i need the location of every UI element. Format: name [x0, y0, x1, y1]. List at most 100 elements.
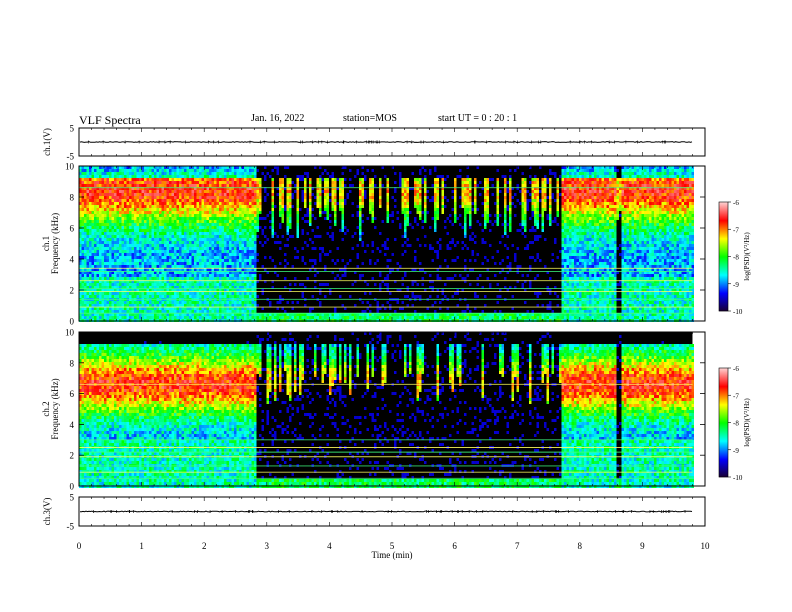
- colorbar-segment: [719, 216, 728, 218]
- colorbar-segment: [719, 299, 728, 301]
- colorbar-segment: [719, 458, 728, 460]
- colorbar-segment: [719, 251, 728, 253]
- colorbar-segment: [719, 203, 728, 205]
- colorbar-segment: [719, 208, 728, 210]
- colorbar-segment: [719, 301, 728, 303]
- colorbar-segment: [719, 232, 728, 234]
- colorbar-segment: [719, 388, 728, 390]
- colorbar-segment: [719, 271, 728, 273]
- colorbar-segment: [719, 473, 728, 475]
- colorbar-segment: [719, 294, 728, 296]
- colorbar-segment: [719, 408, 728, 410]
- colorbar-segment: [719, 426, 728, 428]
- colorbar-segment: [719, 389, 728, 391]
- colorbar-tick-label: -10: [733, 308, 743, 316]
- colorbar-segment: [719, 305, 728, 307]
- colorbar-segment: [719, 456, 728, 458]
- colorbar-segment: [719, 375, 728, 377]
- colorbar-segment: [719, 405, 728, 407]
- colorbar-segment: [719, 270, 728, 272]
- colorbar-segment: [719, 266, 728, 268]
- colorbar-segment: [719, 395, 728, 397]
- colorbar-segment: [719, 400, 728, 402]
- colorbar-segment: [719, 262, 728, 264]
- colorbar-segment: [719, 279, 728, 281]
- colorbar-segment: [719, 370, 728, 372]
- x-tick-label: 3: [265, 541, 270, 551]
- colorbar-tick-label: -8: [733, 254, 739, 262]
- colorbar-segment: [719, 435, 728, 437]
- x-tick-label: 10: [701, 541, 711, 551]
- waveform-line-1: [79, 141, 693, 143]
- colorbar-segment: [719, 275, 728, 277]
- colorbar-segment: [719, 298, 728, 300]
- colorbar-segment: [719, 419, 728, 421]
- colorbar-segment: [719, 472, 728, 474]
- colorbar-segment: [719, 291, 728, 293]
- colorbar-segment: [719, 373, 728, 375]
- colorbar-segment: [719, 384, 728, 386]
- colorbar-segment: [719, 433, 728, 435]
- colorbar-segment: [719, 442, 728, 444]
- colorbar-segment: [719, 263, 728, 265]
- colorbar-segment: [719, 440, 728, 442]
- colorbar-segment: [719, 237, 728, 239]
- colorbar-segment: [719, 397, 728, 399]
- colorbar-tick-label: -7: [733, 226, 739, 234]
- colorbar-segment: [719, 227, 728, 229]
- colorbar-segment: [719, 464, 728, 466]
- colorbar-segment: [719, 453, 728, 455]
- colorbar-segment: [719, 404, 728, 406]
- y-axis-label: ch.1(V): [42, 128, 52, 156]
- colorbar-segment: [719, 222, 728, 224]
- colorbar-segment: [719, 394, 728, 396]
- y-tick-label: 5: [70, 124, 75, 134]
- colorbar-segment: [719, 288, 728, 290]
- colorbar-segment: [719, 224, 728, 226]
- colorbar-segment: [719, 409, 728, 411]
- x-tick-label: 8: [578, 541, 583, 551]
- colorbar-segment: [719, 379, 728, 381]
- colorbar-segment: [719, 377, 728, 379]
- colorbar-segment: [719, 219, 728, 221]
- colorbar-segment: [719, 381, 728, 383]
- colorbar-segment: [719, 424, 728, 426]
- colorbar-segment: [719, 459, 728, 461]
- colorbar-segment: [719, 470, 728, 472]
- colorbar-segment: [719, 245, 728, 247]
- colorbar-segment: [719, 217, 728, 219]
- colorbar-segment: [719, 274, 728, 276]
- colorbar-segment: [719, 206, 728, 208]
- colorbar-segment: [719, 396, 728, 398]
- colorbar-segment: [719, 402, 728, 404]
- colorbar-segment: [719, 441, 728, 443]
- colorbar-segment: [719, 230, 728, 232]
- colorbar-segment: [719, 374, 728, 376]
- colorbar-segment: [719, 411, 728, 413]
- colorbar-segment: [719, 448, 728, 450]
- y-tick-label: 2: [70, 286, 75, 296]
- colorbar-segment: [719, 247, 728, 249]
- colorbar-segment: [719, 223, 728, 225]
- colorbar-segment: [719, 241, 728, 243]
- colorbar-tick-label: -9: [733, 447, 739, 455]
- colorbar-tick-label: -7: [733, 392, 739, 400]
- y-tick-label: 8: [70, 193, 75, 203]
- colorbar-label-1: log(PSD)(V²/Hz): [743, 232, 751, 281]
- colorbar-segment: [719, 286, 728, 288]
- colorbar-segment: [719, 215, 728, 217]
- colorbar-segment: [719, 309, 728, 311]
- colorbar-segment: [719, 407, 728, 409]
- colorbar-segment: [719, 304, 728, 306]
- colorbar-segment: [719, 401, 728, 403]
- colorbar-segment: [719, 434, 728, 436]
- colorbar-segment: [719, 244, 728, 246]
- y-tick-label: 8: [70, 358, 75, 368]
- colorbar-segment: [719, 253, 728, 255]
- colorbar-segment: [719, 457, 728, 459]
- colorbar-segment: [719, 236, 728, 238]
- colorbar-segment: [719, 277, 728, 279]
- colorbar-segment: [719, 269, 728, 271]
- colorbar-segment: [719, 259, 728, 261]
